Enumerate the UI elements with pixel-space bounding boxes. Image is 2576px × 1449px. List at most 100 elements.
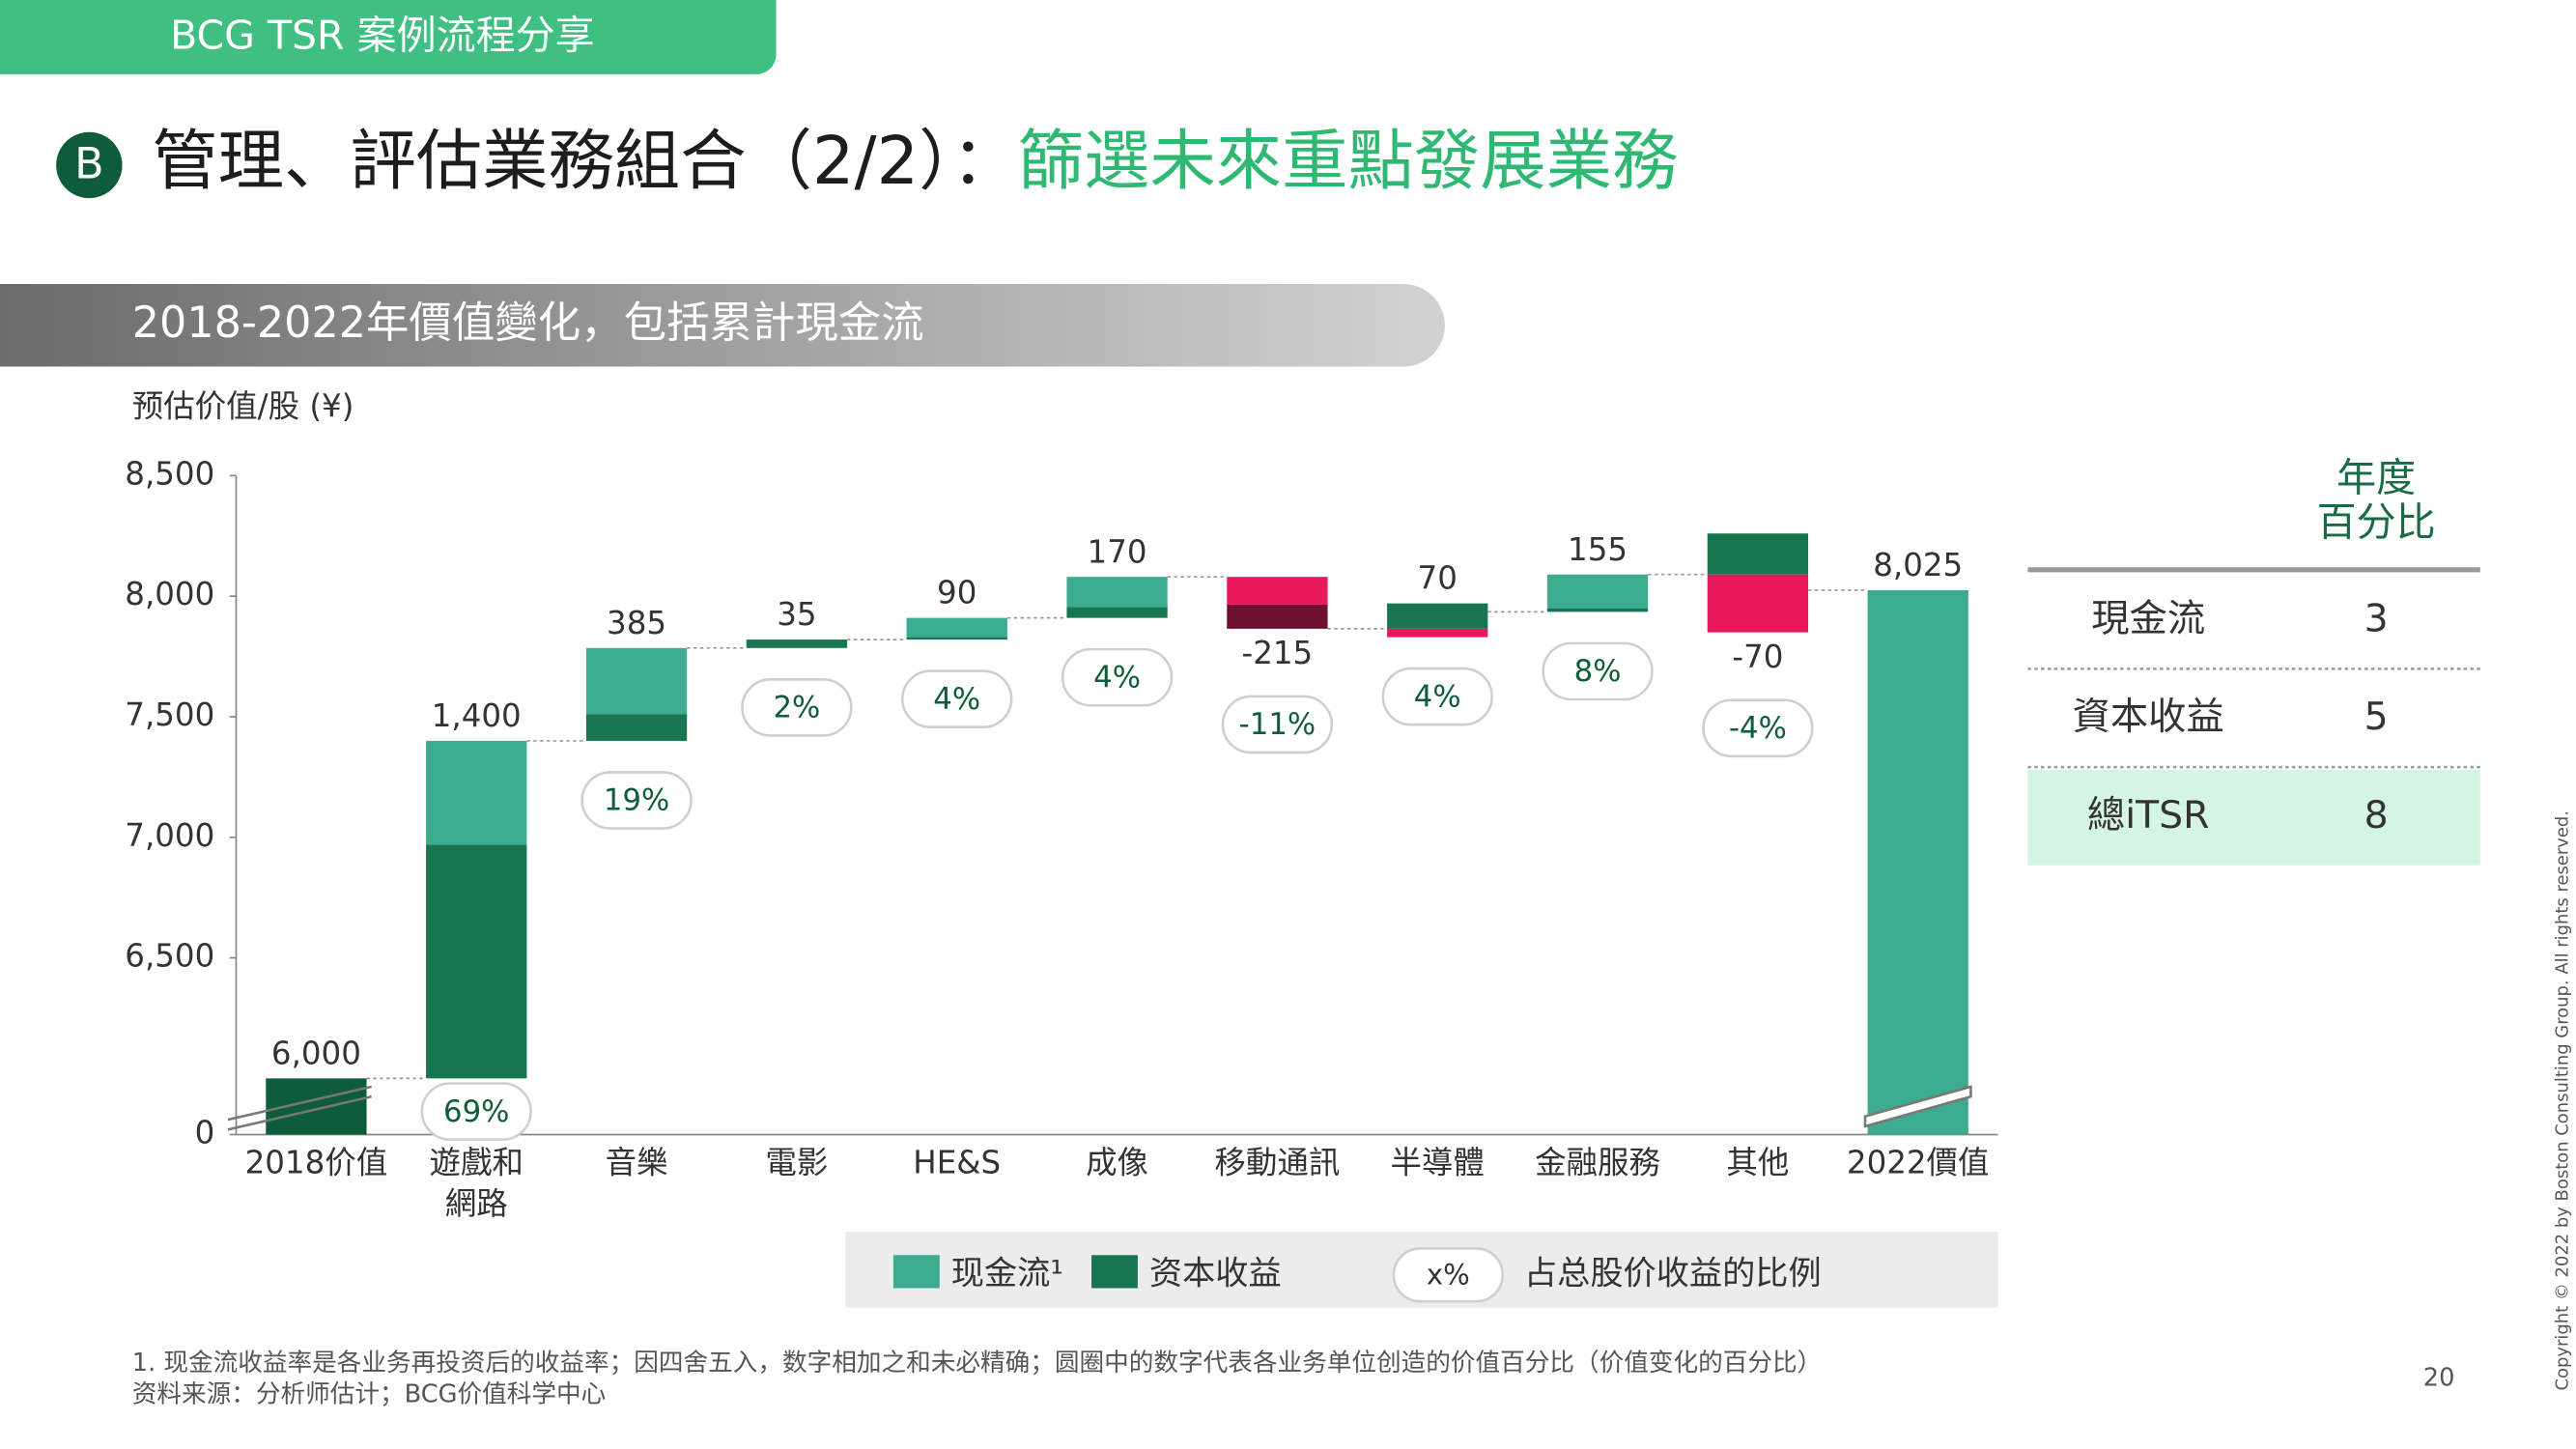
legend-swatch [1091,1255,1138,1289]
y-label: 预估价值/股 (¥) [132,387,354,424]
x-tick-line: HE&S [913,1144,1001,1180]
table-highlight [2027,769,2480,866]
axis-break [227,1085,372,1122]
legend-pill [1392,1247,1505,1303]
x-tick-label: HE&S [913,1144,1001,1180]
value-label: 8,025 [1873,547,1963,583]
segment [1387,628,1488,638]
value-label: 6,000 [271,1035,361,1071]
legend-label: 现金流¹ [951,1254,1063,1293]
share-label: 8% [1574,654,1622,689]
x-tick-line: 金融服務 [1535,1144,1660,1180]
x-tick-label: 金融服務 [1535,1144,1660,1180]
x-tick-line: 成像 [1086,1144,1148,1180]
bar-break [1863,1085,1972,1128]
share-pill [1221,695,1334,754]
page-number: 20 [2423,1364,2455,1393]
legend-label: 占总股价收益的比例 [1524,1254,1822,1293]
banner-bg [0,284,1445,367]
x-tick-line: 2018价值 [245,1144,388,1180]
x-tick-line: 半導體 [1391,1144,1485,1180]
segment [1227,577,1328,605]
y-tick-label: 0 [195,1114,215,1151]
title: 管理、評估業務組合（2/2）：篩選未來重點發展業務 [152,124,1678,200]
value-label: 1,400 [432,697,522,734]
share-pill [901,669,1013,728]
segment [585,714,688,741]
share-label: -4% [1729,711,1787,746]
title-main: 管理、評估業務組合（2/2）： [152,124,1017,200]
share-label: -11% [1239,707,1316,742]
x-tick-line: 音樂 [606,1144,668,1180]
share-label: 4% [1093,660,1141,695]
table-header: 百分比 [2317,499,2436,546]
x-tick-line: 其他 [1726,1144,1789,1180]
segment [746,639,848,648]
table-header: 年度 [2336,454,2416,500]
share-pill [1061,647,1174,707]
chart: 0 6,500 7,000 7,500 8,000 8,500 6,000 2018价值 1,4… [125,455,1998,1222]
share-pill [1381,667,1493,726]
source: 资料来源：分析师估计；BCG价值科学中心 [132,1380,607,1409]
share-pill [741,678,853,737]
share-pill [1702,698,1814,758]
share-pill [580,771,693,830]
value-label: 385 [607,605,666,641]
segment [426,844,527,1079]
segment [426,740,527,845]
share-label: 4% [933,682,980,717]
segment [1066,607,1168,618]
value-label: 70 [1418,560,1458,597]
tag-bg [0,0,777,74]
segment [1066,577,1168,608]
legend-label: 资本收益 [1149,1254,1282,1293]
share-label: 2% [773,691,820,725]
table-label: 資本收益 [2073,696,2224,739]
copyright: Copyright © 2022 by Boston Consulting Gr… [2552,810,2572,1390]
title-highlight: 篩選未來重點發展業務 [1018,124,1679,200]
legend: 现金流¹ 资本收益 x% 占总股价收益的比例 [892,1247,1822,1303]
total-bar [1867,589,1968,1135]
segment [1707,574,1809,633]
table-label: 總iTSR [2087,794,2210,838]
x-tick-label: 其他 [1726,1144,1789,1180]
segment [1227,604,1328,629]
value-label: 35 [777,596,816,633]
table-value: 5 [2364,696,2389,739]
segment [585,647,688,715]
segment [1707,533,1809,575]
x-tick-label: 2022價值 [1847,1144,1990,1180]
segment [906,637,1007,640]
segment [1546,574,1649,609]
share-label: 4% [1414,679,1461,714]
value-label: -70 [1732,639,1783,675]
axis-break [227,1094,372,1131]
share-pill [1542,641,1654,701]
x-tick-label: 成像 [1086,1144,1148,1180]
share-pill [420,1082,532,1141]
x-tick-label: 音樂 [606,1144,668,1180]
share-label: 19% [604,783,669,818]
table-value: 8 [2364,794,2389,838]
y-tick-label: 8,000 [125,576,214,612]
x-tick-label: 2018价值 [245,1144,388,1180]
x-tick-label: 移動通訊 [1214,1144,1340,1180]
tag: BCG TSR 案例流程分享 [170,12,595,58]
table-label: 現金流 [2091,597,2205,640]
segment [906,617,1007,638]
share-label: 69% [443,1094,509,1129]
legend-pill-label: x% [1427,1259,1470,1292]
legend-swatch [892,1255,940,1289]
x-tick-line: 2022價值 [1847,1144,1990,1180]
badge: B [74,140,104,189]
footnote: 1. 现金流收益率是各业务再投资后的收益率；因四舍五入，数字相加之和未必精确；圆… [132,1349,1822,1378]
x-tick-label: 半導體 [1391,1144,1485,1180]
segment [1546,608,1649,612]
banner: 2018-2022年價值變化，包括累計現金流 [132,298,924,348]
x-tick-line: 移動通訊 [1214,1144,1340,1180]
y-tick-label: 7,500 [125,696,214,733]
x-tick-line: 網路 [445,1185,508,1222]
x-tick-line: 遊戲和 [430,1144,524,1180]
